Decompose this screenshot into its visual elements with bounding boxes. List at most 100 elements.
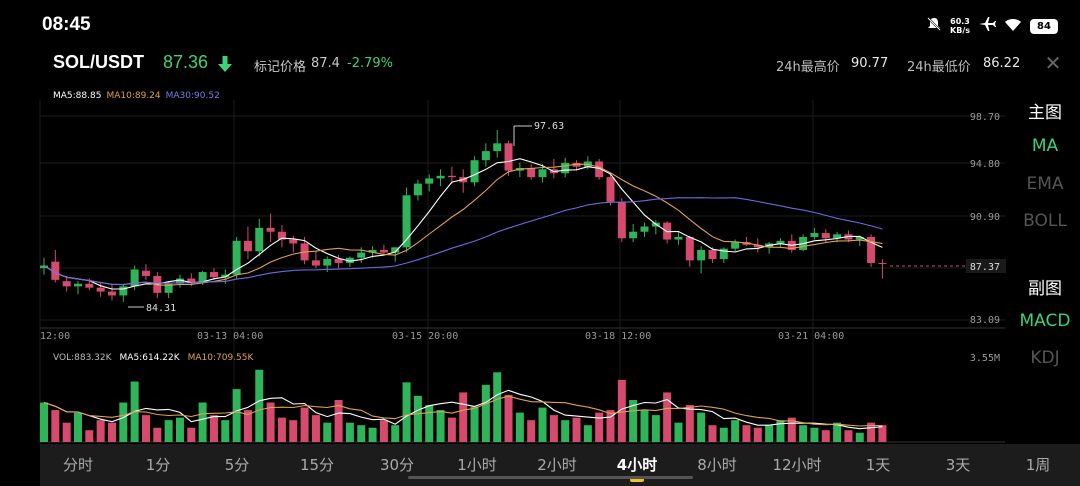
volume-bar (799, 425, 808, 442)
candle-body (504, 143, 513, 171)
menu-item-ema[interactable]: EMA (1026, 174, 1064, 194)
volume-bar (198, 402, 207, 442)
vol-ma5-legend: MA5:614.22K (119, 353, 180, 363)
tf-fenshi[interactable]: 分时 (62, 456, 93, 474)
volume-bar (515, 412, 524, 442)
volume-bar (606, 410, 615, 442)
current-price-box (966, 259, 1006, 273)
candle-body (708, 249, 717, 260)
volume-bar (221, 420, 230, 442)
volume-bar (640, 410, 649, 442)
menu-item-boll[interactable]: BOLL (1023, 211, 1067, 231)
silent-icon (926, 16, 942, 36)
volume-bar (629, 400, 638, 442)
volume-bar (504, 394, 513, 442)
candle-body (345, 257, 354, 263)
volume-tick-max: 3.55M (970, 353, 1000, 364)
candle-body (697, 249, 706, 261)
tf-5m[interactable]: 5分 (224, 456, 250, 474)
candle-body (810, 233, 819, 237)
volume-bar (810, 427, 819, 442)
tf-12h[interactable]: 12小时 (772, 456, 822, 474)
volume-bar (844, 430, 853, 442)
tf-2h[interactable]: 2小时 (537, 456, 577, 474)
net-speed: 60.3 KB/s (950, 17, 970, 35)
tf-15m[interactable]: 15分 (299, 456, 335, 474)
tf-4h[interactable]: 4小时 (616, 456, 658, 474)
candle-body (187, 278, 196, 283)
candle-body (96, 287, 105, 292)
price-tick-2: 90.90 (970, 212, 1000, 223)
volume-bar (153, 427, 162, 442)
volume-bar (878, 425, 887, 442)
tf-1h[interactable]: 1小时 (457, 456, 497, 474)
volume-bar (425, 405, 434, 442)
time-tick-0: 12:00 (40, 331, 70, 342)
ma-legend: MA5:88.85 MA10:89.24 MA30:90.52 (53, 91, 220, 101)
main-chart-title: 主图 (1028, 103, 1062, 123)
volume-bar (674, 422, 683, 442)
candle-body (629, 231, 638, 239)
annotations: 97.63 84.31 (128, 121, 966, 314)
tf-1w[interactable]: 1周 (1025, 456, 1051, 474)
volume-bar (51, 410, 60, 442)
volume-bar (300, 407, 309, 442)
volume-bar (561, 420, 570, 442)
vol-ma10-legend: MA10:709.55K (187, 353, 254, 363)
candle-body (425, 178, 434, 184)
volume-bar (107, 422, 116, 442)
net-speed-value: 60.3 (950, 17, 970, 26)
volume-bar (232, 389, 241, 442)
volume-bar (663, 392, 672, 442)
tf-1m[interactable]: 1分 (145, 456, 171, 474)
timeframe-bar: 分时 1分 5分 15分 30分 1小时 2小时 4小时 8小时 12小时 1天… (40, 444, 1080, 486)
close-icon[interactable]: ✕ (1044, 51, 1062, 75)
volume-bar (164, 420, 173, 442)
menu-item-ma[interactable]: MA (1031, 136, 1059, 156)
volume-bar (379, 420, 388, 442)
candle-body (289, 239, 298, 244)
net-speed-unit: KB/s (950, 26, 970, 35)
candle-body (617, 201, 626, 239)
price-tick-4: 83.09 (970, 315, 1000, 326)
candle-body (323, 259, 332, 266)
menu-item-macd[interactable]: MACD (1019, 311, 1071, 331)
time-tick-1: 03-13 04:00 (197, 331, 263, 342)
candle-body (878, 262, 887, 264)
scroll-indicator[interactable] (408, 476, 693, 479)
tf-1d[interactable]: 1天 (865, 456, 891, 474)
volume-bar (731, 420, 740, 442)
candle-body (572, 162, 581, 167)
candle-body (538, 169, 547, 178)
candle-body (731, 242, 740, 249)
volume-bar (175, 417, 184, 442)
tf-8h[interactable]: 8小时 (697, 456, 737, 474)
candle-body (164, 283, 173, 293)
pair-title[interactable]: SOL/USDT (53, 52, 145, 72)
tf-30m[interactable]: 30分 (379, 456, 415, 474)
volume-bar (685, 405, 694, 442)
high-marker-label: 97.63 (534, 121, 564, 132)
volume-bar (697, 412, 706, 442)
menu-item-kdj[interactable]: KDJ (1030, 348, 1060, 368)
volume-bar (255, 369, 264, 442)
volume-bar (402, 382, 411, 442)
mark-price-value: 87.4 (311, 56, 340, 71)
volume-bar (855, 432, 864, 442)
status-icons: 60.3 KB/s 84 (926, 16, 1058, 36)
candle-body (51, 261, 60, 280)
volume-bar (277, 417, 286, 442)
candle-body (413, 183, 422, 196)
axis-labels: 98.70 94.80 90.90 87.37 83.09 3.55M 12:0… (40, 112, 1006, 364)
volume-bar (787, 417, 796, 442)
candles (40, 129, 887, 302)
volume-bar (742, 425, 751, 442)
candle-body (130, 269, 139, 287)
battery-icon: 84 (1030, 18, 1058, 34)
tf-3d[interactable]: 3天 (945, 456, 971, 474)
candle-body (719, 248, 728, 260)
candle-body (470, 160, 479, 183)
kline-chart[interactable]: 98.70 94.80 90.90 87.37 83.09 3.55M 12:0… (0, 0, 1010, 444)
price-tick-current: 87.37 (970, 262, 1000, 273)
volume-bar (470, 406, 479, 442)
